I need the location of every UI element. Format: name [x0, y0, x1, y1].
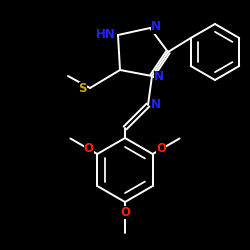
Text: N: N — [151, 20, 161, 34]
Text: O: O — [120, 206, 130, 218]
Text: HN: HN — [96, 28, 116, 40]
Text: N: N — [151, 98, 161, 112]
Text: S: S — [78, 82, 87, 94]
Text: O: O — [84, 142, 94, 156]
Text: N: N — [154, 70, 164, 84]
Text: O: O — [156, 142, 166, 156]
